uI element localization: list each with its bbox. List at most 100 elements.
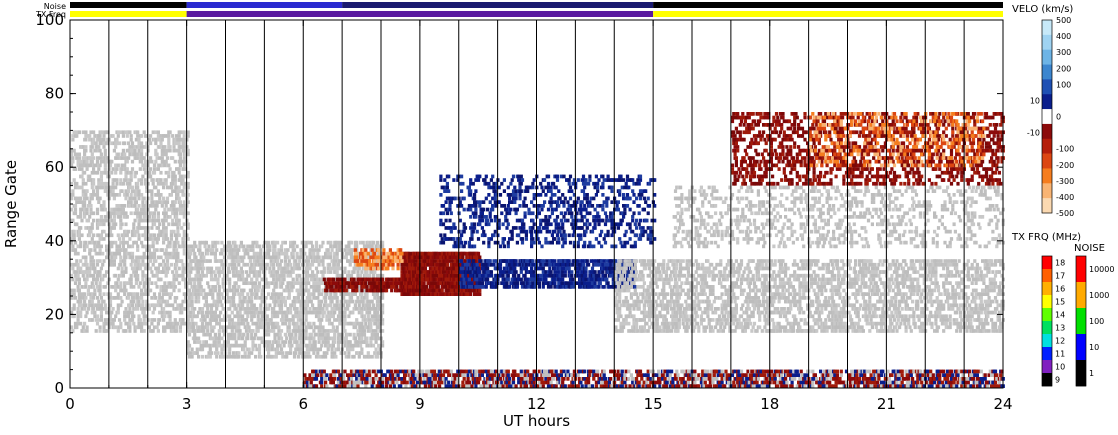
echo-cell bbox=[163, 299, 167, 304]
echo-cell bbox=[150, 196, 154, 201]
echo-cell bbox=[269, 259, 273, 263]
echo-cell bbox=[97, 145, 101, 149]
echo-cell bbox=[110, 159, 114, 164]
echo-cell bbox=[360, 288, 364, 293]
echo-cell bbox=[159, 288, 163, 293]
echo-cell bbox=[94, 148, 98, 153]
echo-cell bbox=[85, 211, 89, 216]
echo-cell bbox=[189, 281, 193, 285]
echo-cell bbox=[154, 148, 158, 153]
echo-cell bbox=[296, 262, 300, 267]
echo-cell bbox=[294, 325, 298, 330]
echo-cell bbox=[349, 240, 354, 245]
echo-cell bbox=[226, 343, 230, 348]
echo-cell bbox=[291, 318, 295, 322]
echo-cell bbox=[431, 285, 435, 289]
echo-cell bbox=[215, 336, 219, 341]
echo-cell bbox=[238, 259, 242, 263]
echo-cell bbox=[286, 266, 290, 271]
echo-cell bbox=[181, 159, 185, 164]
echo-cell bbox=[150, 270, 154, 274]
echo-cell bbox=[228, 318, 232, 322]
echo-cell bbox=[228, 285, 232, 289]
echo-cell bbox=[221, 285, 225, 289]
echo-cell bbox=[204, 240, 208, 245]
echo-cell bbox=[199, 285, 203, 289]
echo-cell bbox=[176, 251, 180, 256]
echo-cell bbox=[377, 248, 381, 252]
echo-cell bbox=[106, 281, 110, 285]
echo-cell bbox=[384, 288, 389, 293]
echo-cell bbox=[147, 137, 151, 142]
echo-cell bbox=[217, 296, 221, 300]
echo-cell bbox=[99, 296, 103, 300]
echo-cell bbox=[467, 259, 471, 263]
echo-cell bbox=[72, 292, 76, 296]
echo-cell bbox=[299, 285, 303, 289]
echo-cell bbox=[129, 277, 133, 282]
echo-cell bbox=[277, 292, 281, 296]
echo-cell bbox=[180, 310, 184, 315]
echo-cell bbox=[194, 299, 198, 304]
echo-cell bbox=[347, 273, 351, 278]
echo-cell bbox=[314, 240, 319, 245]
echo-cell bbox=[277, 329, 281, 333]
echo-cell bbox=[123, 318, 127, 322]
echo-cell bbox=[368, 303, 372, 308]
echo-cell bbox=[129, 200, 133, 204]
echo-cell bbox=[105, 218, 109, 223]
echo-cell bbox=[361, 318, 365, 322]
echo-cell bbox=[140, 193, 144, 197]
echo-cell bbox=[116, 329, 120, 333]
echo-cell bbox=[374, 351, 378, 355]
echo-cell bbox=[216, 303, 220, 308]
echo-cell bbox=[390, 255, 394, 260]
echo-cell bbox=[184, 207, 188, 212]
echo-cell bbox=[206, 329, 210, 333]
echo-cell bbox=[92, 170, 96, 175]
echo-cell bbox=[344, 321, 348, 326]
echo-cell bbox=[250, 277, 254, 282]
echo-cell bbox=[129, 193, 133, 197]
echo-cell bbox=[252, 314, 256, 319]
echo-cell bbox=[456, 259, 460, 263]
echo-cell bbox=[83, 196, 87, 201]
echo-cell bbox=[219, 318, 223, 322]
echo-cell bbox=[132, 299, 136, 304]
echo-cell bbox=[182, 156, 186, 160]
echo-cell bbox=[220, 336, 224, 341]
echo-cell bbox=[267, 285, 271, 289]
echo-cell bbox=[119, 130, 123, 135]
echo-cell bbox=[143, 215, 148, 219]
echo-cell bbox=[347, 244, 351, 249]
echo-cell bbox=[230, 343, 234, 348]
echo-cell bbox=[83, 215, 87, 219]
echo-cell bbox=[296, 296, 300, 300]
echo-cell bbox=[216, 343, 220, 348]
echo-cell bbox=[93, 288, 97, 293]
echo-cell bbox=[89, 148, 93, 153]
echo-cell bbox=[110, 310, 114, 315]
echo-cell bbox=[333, 266, 337, 271]
echo-cell bbox=[112, 251, 116, 256]
echo-cell bbox=[252, 307, 256, 311]
echo-cell bbox=[357, 262, 361, 267]
echo-cell bbox=[329, 329, 333, 333]
echo-cell bbox=[242, 321, 246, 326]
echo-cell bbox=[308, 266, 312, 271]
echo-cell bbox=[403, 288, 407, 293]
echo-cell bbox=[478, 288, 482, 293]
echo-cell bbox=[103, 318, 107, 322]
echo-cell bbox=[300, 299, 304, 304]
echo-cell bbox=[395, 281, 399, 285]
echo-cell bbox=[326, 332, 330, 337]
echo-cell bbox=[177, 281, 181, 285]
echo-cell bbox=[355, 244, 359, 249]
echo-cell bbox=[130, 233, 135, 238]
echo-cell bbox=[286, 307, 290, 311]
echo-cell bbox=[149, 266, 153, 271]
echo-cell bbox=[289, 340, 293, 344]
echo-cell bbox=[99, 137, 103, 142]
echo-cell bbox=[374, 314, 378, 319]
echo-cell bbox=[156, 215, 160, 219]
